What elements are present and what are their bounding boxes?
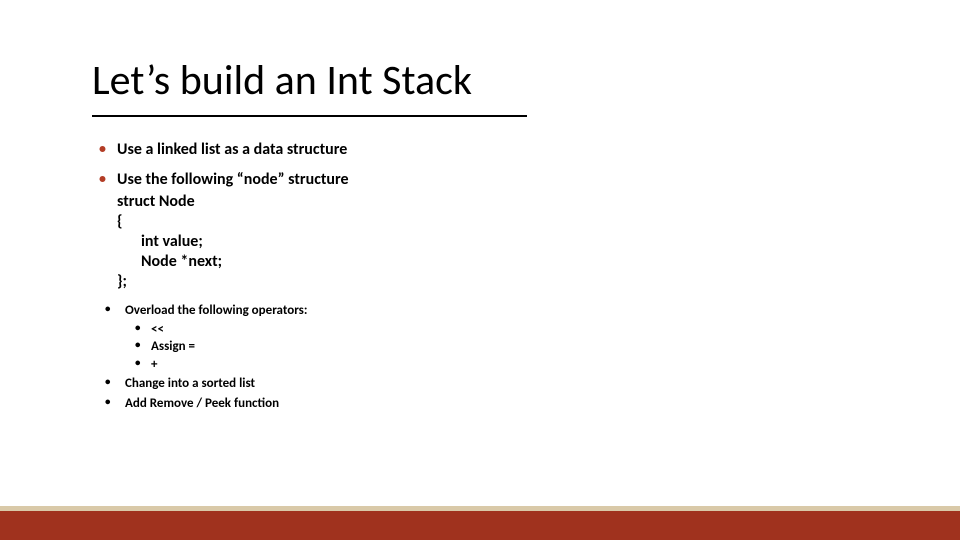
code-line: int value; xyxy=(117,232,855,252)
sub-bullet-item: Assign = xyxy=(125,338,855,356)
sub-bullet-item: << xyxy=(125,321,855,339)
bullet-item: Use the following “node” structure struc… xyxy=(95,170,855,292)
bullet-text: Use the following “node” structure xyxy=(117,170,349,189)
code-line: Node *next; xyxy=(117,252,855,272)
code-line: struct Node xyxy=(117,192,855,212)
code-line: { xyxy=(117,212,855,232)
bullet-text: Overload the following operators: xyxy=(125,303,307,318)
bullet-item: Use a linked list as a data structure xyxy=(95,140,855,160)
slide: Let’s build an Int Stack Use a linked li… xyxy=(0,0,960,540)
title-underline xyxy=(92,115,527,117)
slide-content: Use a linked list as a data structure Us… xyxy=(95,140,855,414)
sub-bullet-list: << Assign = + xyxy=(125,321,855,374)
main-bullet-list: Use a linked list as a data structure Us… xyxy=(95,140,855,292)
bullet-item: Change into a sorted list xyxy=(95,375,855,393)
bullet-item: Add Remove / Peek function xyxy=(95,395,855,413)
code-block: struct Node { int value; Node *next; }; xyxy=(117,192,855,292)
footer-bar xyxy=(0,506,960,540)
secondary-bullet-list: Overload the following operators: << Ass… xyxy=(95,302,855,412)
code-line: }; xyxy=(117,272,855,292)
footer-main-stripe xyxy=(0,511,960,540)
bullet-item: Overload the following operators: << Ass… xyxy=(95,302,855,373)
sub-bullet-item: + xyxy=(125,356,855,374)
slide-title: Let’s build an Int Stack xyxy=(92,55,472,106)
